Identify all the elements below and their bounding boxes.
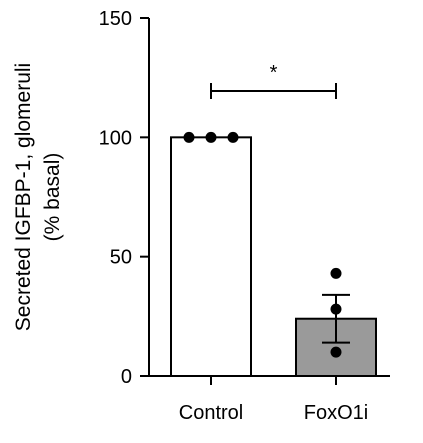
significance-bracket: * — [210, 62, 337, 99]
data-point-control-1 — [183, 131, 195, 143]
y-tick-label-50: 50 — [110, 247, 132, 269]
x-tick-label-foxo1i: FoxO1i — [304, 402, 368, 424]
y-tick-label-0: 0 — [121, 366, 132, 388]
y-tick-label-150: 150 — [99, 8, 132, 30]
data-point-foxo1i-1 — [330, 267, 342, 279]
data-point-foxo1i-2 — [330, 303, 342, 315]
plot-area: 0 50 100 150 Control FoxO1i * — [99, 8, 390, 424]
x-tick-label-control: Control — [179, 402, 243, 424]
y-axis-title-line2: (% basal) — [41, 153, 64, 242]
data-point-foxo1i-3 — [330, 346, 342, 358]
bar-control — [170, 136, 252, 377]
data-point-control-2 — [205, 131, 217, 143]
error-bar-foxo1i — [322, 293, 350, 344]
y-axis-title-line1: Secreted IGFBP-1, glomeruli — [12, 63, 35, 331]
y-tick-label-100: 100 — [99, 127, 132, 149]
significance-label: * — [270, 62, 278, 84]
data-point-control-3 — [227, 131, 239, 143]
y-axis-title: Secreted IGFBP-1, glomeruli (% basal) — [12, 63, 64, 331]
